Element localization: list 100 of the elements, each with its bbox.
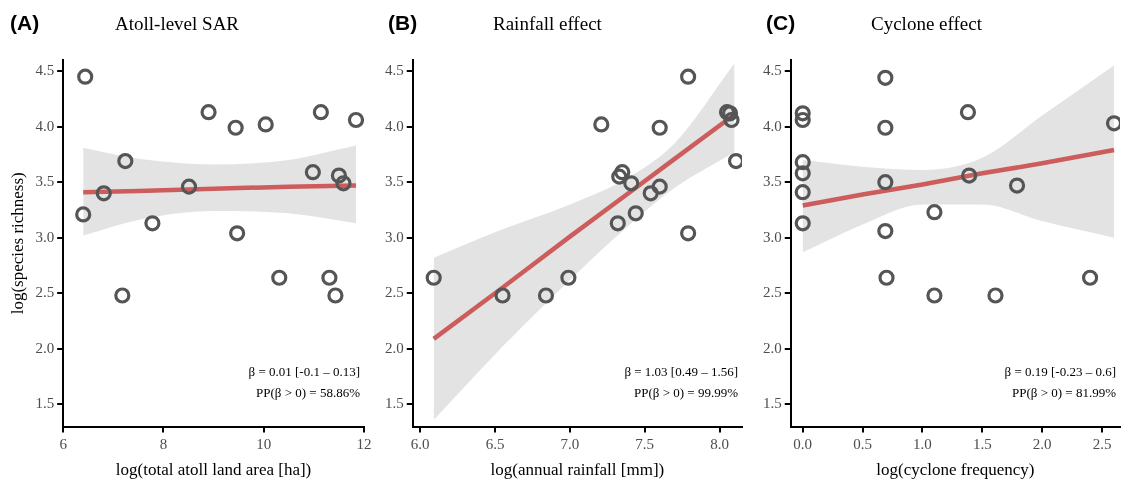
point [560, 269, 577, 286]
annotation: PP(β > 0) = 58.86% [256, 384, 361, 400]
point [200, 104, 217, 121]
point [1081, 269, 1099, 286]
point [794, 154, 811, 171]
x-tick-label: 8 [159, 435, 168, 452]
y-tick-label: 4.0 [763, 117, 782, 134]
point [95, 185, 112, 202]
y-axis-title: log(species richness) [7, 172, 27, 315]
x-tick-label: 6.5 [485, 435, 505, 452]
annotation: PP(β > 0) = 99.99% [634, 384, 739, 400]
point [794, 215, 811, 232]
annotation: PP(β > 0) = 81.99% [1012, 384, 1117, 400]
x-tick-label: 2.0 [1032, 435, 1052, 452]
point [794, 184, 811, 201]
y-tick-label: 1.5 [385, 395, 404, 412]
point [794, 105, 811, 122]
x-axis-title: log(total atoll land area [ha]) [115, 460, 312, 480]
y-tick-label: 4.5 [35, 62, 55, 79]
point [926, 287, 943, 304]
x-tick-label: 0.5 [853, 435, 872, 452]
point [611, 168, 628, 185]
point [680, 225, 697, 242]
point [312, 104, 329, 121]
annotation: β = 0.01 [-0.1 – 0.13] [248, 363, 360, 379]
point [144, 215, 161, 232]
y-tick-label: 1.5 [35, 395, 55, 412]
point [961, 167, 978, 184]
point [614, 164, 631, 181]
point [623, 175, 640, 192]
y-tick-label: 3.0 [35, 228, 55, 245]
y-tick-label: 2.5 [763, 284, 782, 301]
point [723, 111, 740, 129]
point [1008, 177, 1026, 194]
text: (A) [10, 11, 40, 34]
x-tick-label: 7.0 [560, 435, 580, 452]
point [680, 68, 697, 85]
x-tick-label: 7.5 [635, 435, 655, 452]
point [494, 287, 511, 304]
point [794, 165, 811, 182]
y-tick-label: 3.5 [35, 173, 55, 190]
point [877, 222, 894, 240]
x-tick-label: 0.0 [793, 435, 813, 452]
y-tick-label: 4.5 [763, 62, 782, 79]
y-tick-label: 2.0 [385, 339, 404, 356]
x-tick-label: 6 [59, 435, 68, 452]
x-axis-title: log(annual rainfall [mm]) [490, 460, 665, 480]
point [227, 119, 244, 136]
x-tick-label: 6.0 [410, 435, 430, 452]
annotation: β = 0.19 [-0.23 – 0.6] [1004, 363, 1116, 379]
y-tick-label: 2.0 [35, 339, 55, 356]
point [257, 116, 274, 133]
point [335, 175, 352, 192]
y-tick-label: 3.5 [385, 173, 404, 190]
point [330, 167, 348, 184]
point [609, 215, 626, 232]
point [117, 152, 134, 170]
point [727, 152, 742, 170]
point [877, 174, 894, 191]
point [180, 178, 198, 195]
point [425, 269, 442, 286]
y-tick-label: 3.5 [763, 173, 782, 190]
y-tick-label: 4.5 [385, 62, 404, 79]
point [271, 269, 288, 286]
point [327, 287, 344, 304]
text: (B) [388, 11, 418, 34]
x-tick-label: 1.5 [972, 435, 992, 452]
y-tick-label: 1.5 [763, 395, 782, 412]
point [321, 269, 338, 286]
point [537, 287, 555, 304]
point [794, 111, 811, 129]
x-tick-label: 1.0 [913, 435, 932, 452]
x-tick-label: 2.5 [1092, 435, 1112, 452]
point [77, 68, 94, 85]
chart-title: Cyclone effect [871, 13, 983, 34]
x-tick-label: 10 [256, 435, 272, 452]
point [304, 164, 321, 181]
y-tick-label: 2.5 [35, 284, 55, 301]
point [75, 206, 92, 223]
y-tick-label: 2.0 [763, 339, 782, 356]
y-tick-label: 4.0 [385, 117, 404, 134]
point [987, 287, 1004, 304]
point [877, 119, 894, 136]
point [926, 204, 943, 221]
annotation: β = 1.03 [0.49 – 1.56] [624, 363, 738, 379]
y-tick-label: 4.0 [35, 117, 55, 134]
y-tick-label: 3.0 [385, 228, 404, 245]
point [651, 119, 668, 136]
point [651, 178, 668, 195]
point [1105, 115, 1120, 132]
x-tick-label: 12 [356, 435, 372, 452]
point [114, 287, 131, 304]
point [877, 69, 894, 86]
y-tick-label: 3.0 [763, 228, 782, 245]
chart-title: Atoll-level SAR [115, 13, 240, 34]
y-tick-label: 2.5 [385, 284, 404, 301]
x-axis-title: log(cyclone frequency) [876, 460, 1035, 480]
chart-title: Rainfall effect [493, 13, 603, 34]
point [229, 225, 246, 242]
point [627, 205, 644, 222]
